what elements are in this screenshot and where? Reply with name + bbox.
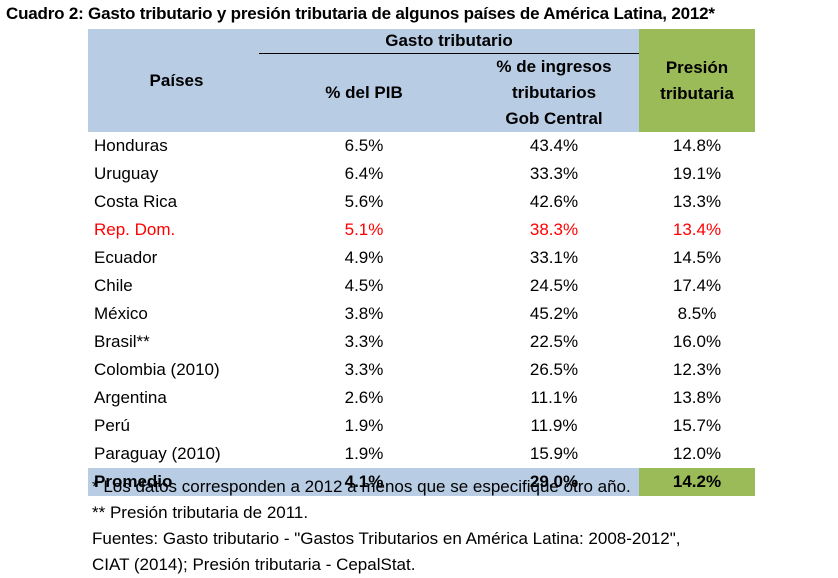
country-cell: Ecuador	[94, 248, 158, 267]
header-ingresos: % de ingresos tributarios Gob Central	[469, 53, 639, 132]
table-row: Perú 1.9% 11.9% 15.7%	[88, 412, 755, 440]
pib-cell: 6.5%	[344, 136, 384, 155]
footnote-source: CIAT (2014); Presión tributaria - CepalS…	[92, 555, 416, 574]
presion-cell: 13.4%	[672, 220, 722, 239]
pib-cell: 6.4%	[344, 164, 384, 183]
table-row: Argentina 2.6% 11.1% 13.8%	[88, 384, 755, 412]
average-row: Promedio 4.1% 29.0% 14.2%	[88, 468, 755, 496]
pib-cell: 5.1%	[344, 220, 384, 239]
table-row: Colombia (2010) 3.3% 26.5% 12.3%	[88, 356, 755, 384]
country-cell: Perú	[94, 416, 130, 435]
table-row: Ecuador 4.9% 33.1% 14.5%	[88, 244, 755, 272]
ingresos-cell: 22.5%	[529, 332, 579, 351]
pib-cell: 4.9%	[344, 248, 384, 267]
country-cell: Rep. Dom.	[94, 220, 176, 239]
ingresos-cell: 24.5%	[529, 276, 579, 295]
ingresos-cell: 43.4%	[529, 136, 579, 155]
footnote: ** Presión tributaria de 2011.	[92, 503, 309, 522]
country-cell: Paraguay (2010)	[94, 444, 221, 463]
presion-cell: 13.3%	[672, 192, 722, 211]
presion-cell: 13.8%	[672, 388, 722, 407]
table-row: Brasil** 3.3% 22.5% 16.0%	[88, 328, 755, 356]
average-ingresos: 29.0%	[469, 468, 639, 496]
country-cell: México	[94, 304, 148, 323]
average-pib: 4.1%	[259, 468, 469, 496]
presion-cell: 8.5%	[677, 304, 717, 323]
footnote: * Los datos corresponden a 2012 a menos …	[92, 477, 631, 496]
country-cell: Brasil**	[94, 332, 150, 351]
country-cell: Chile	[94, 276, 133, 295]
table-row: Honduras 6.5% 43.4% 14.8%	[88, 132, 755, 160]
country-cell: Honduras	[94, 136, 168, 155]
presion-cell: 14.8%	[672, 136, 722, 155]
country-cell: Argentina	[94, 388, 167, 407]
ingresos-cell: 26.5%	[529, 360, 579, 379]
presion-cell: 14.5%	[672, 248, 722, 267]
pib-cell: 3.3%	[344, 360, 384, 379]
pib-cell: 1.9%	[344, 416, 384, 435]
header-presion-line2: tributaria	[660, 83, 734, 103]
pib-cell: 4.5%	[344, 276, 384, 295]
table-row: Uruguay 6.4% 33.3% 19.1%	[88, 160, 755, 188]
header-countries: Países	[88, 29, 259, 132]
table-row: México 3.8% 45.2% 8.5%	[88, 300, 755, 328]
average-label: Promedio	[88, 468, 259, 496]
table-title: Cuadro 2: Gasto tributario y presión tri…	[6, 4, 715, 23]
country-cell: Uruguay	[94, 164, 159, 183]
header-pib: % del PIB	[259, 53, 469, 132]
footnotes: * Los datos corresponden a 2012 a menos …	[92, 474, 680, 578]
header-presion-tributaria: Presión tributaria	[639, 29, 755, 132]
ingresos-cell: 45.2%	[529, 304, 579, 323]
header-presion-line1: Presión	[665, 57, 729, 77]
pib-cell: 3.8%	[344, 304, 384, 323]
table-row-highlighted: Rep. Dom. 5.1% 38.3% 13.4%	[88, 216, 755, 244]
presion-cell: 19.1%	[672, 164, 722, 183]
country-cell: Costa Rica	[94, 192, 178, 211]
ingresos-cell: 38.3%	[529, 220, 579, 239]
header-ingresos-line1: % de ingresos tributarios	[496, 57, 612, 102]
pib-cell: 5.6%	[344, 192, 384, 211]
country-cell: Colombia (2010)	[94, 360, 220, 379]
tax-expenditure-table: Países Gasto tributario Presión tributar…	[88, 29, 755, 496]
ingresos-cell: 33.1%	[529, 248, 579, 267]
table-row: Paraguay (2010) 1.9% 15.9% 12.0%	[88, 440, 755, 468]
ingresos-cell: 42.6%	[529, 192, 579, 211]
presion-cell: 17.4%	[672, 276, 722, 295]
presion-cell: 15.7%	[672, 416, 722, 435]
header-gasto-tributario: Gasto tributario	[259, 29, 639, 54]
pib-cell: 2.6%	[344, 388, 384, 407]
table-row: Costa Rica 5.6% 42.6% 13.3%	[88, 188, 755, 216]
footnote-source: Fuentes: Gasto tributario - "Gastos Trib…	[92, 529, 681, 548]
pib-cell: 3.3%	[344, 332, 384, 351]
table-row: Chile 4.5% 24.5% 17.4%	[88, 272, 755, 300]
ingresos-cell: 11.1%	[530, 388, 578, 407]
ingresos-cell: 33.3%	[529, 164, 579, 183]
presion-cell: 12.3%	[672, 360, 722, 379]
ingresos-cell: 11.9%	[530, 416, 578, 435]
presion-cell: 16.0%	[672, 332, 722, 351]
header-ingresos-line2: Gob Central	[505, 109, 603, 128]
presion-cell: 12.0%	[672, 444, 722, 463]
pib-cell: 1.9%	[344, 444, 384, 463]
average-presion: 14.2%	[639, 468, 755, 496]
ingresos-cell: 15.9%	[529, 444, 579, 463]
